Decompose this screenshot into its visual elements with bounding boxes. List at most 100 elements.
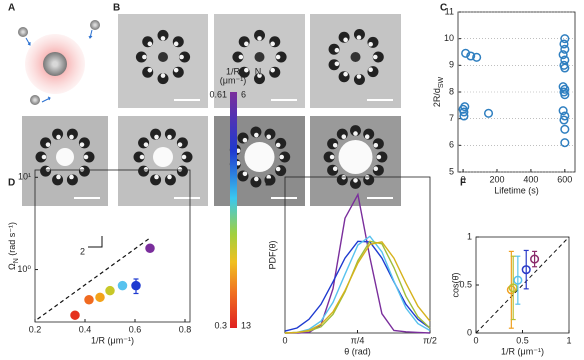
ring-particle <box>232 51 244 63</box>
y-tick-label: 10⁰ <box>17 264 31 274</box>
arrows <box>25 29 93 103</box>
x-tick-label: 200 <box>489 174 504 184</box>
highlight <box>279 154 285 160</box>
highlight <box>177 142 183 147</box>
highlight <box>167 174 172 180</box>
highlight <box>343 71 348 77</box>
colorbar <box>230 92 237 328</box>
ring-particle <box>350 125 361 137</box>
highlight <box>353 178 358 183</box>
colorbar-tick-label: 0.61 <box>209 89 227 99</box>
point <box>105 285 115 296</box>
highlight <box>179 54 184 60</box>
highlight <box>341 134 347 140</box>
point <box>508 283 518 293</box>
panel-label: C <box>440 3 447 14</box>
y-tick-label: 11 <box>445 6 454 16</box>
center-particle <box>43 52 67 76</box>
ring-particle <box>254 29 265 41</box>
highlight <box>69 134 74 140</box>
reference-line <box>475 236 570 334</box>
highlight <box>270 41 275 47</box>
micrographs <box>22 14 401 206</box>
highlight <box>266 134 272 140</box>
x-tick-label: 0.4 <box>79 324 92 334</box>
highlight <box>41 154 47 160</box>
y-tick-label: 0.5 <box>459 279 472 289</box>
y-tick-label: 10¹ <box>18 172 31 182</box>
y-tick-label: 5 <box>449 166 454 176</box>
ring-particle <box>142 66 154 78</box>
x-tick-label: 0 <box>473 335 478 345</box>
highlight <box>242 137 248 143</box>
core <box>244 142 275 172</box>
point <box>558 106 568 116</box>
highlight <box>254 132 259 138</box>
highlight <box>332 166 338 171</box>
point <box>95 292 105 303</box>
y-tick-label: 10 <box>444 33 454 43</box>
annotation: 2 <box>80 246 85 256</box>
highlight <box>257 36 262 41</box>
axis-label: ΩN (rad s⁻¹) <box>7 222 20 270</box>
highlight <box>235 160 241 166</box>
point <box>560 44 570 54</box>
ring-particle <box>35 151 47 163</box>
ring-particle <box>275 51 287 63</box>
highlight <box>275 166 281 172</box>
ring-particle <box>157 29 169 41</box>
ring-particle <box>142 36 154 48</box>
panel-label: F <box>460 178 466 189</box>
ring-particle <box>254 73 265 85</box>
colorbar-tick-label: 13 <box>241 320 251 330</box>
panel-label: A <box>8 3 15 14</box>
schematic <box>18 20 100 105</box>
label-part: N <box>13 258 20 263</box>
ring-particle <box>135 51 147 63</box>
point <box>461 48 471 58</box>
axis-label: cos(θ̄) <box>450 272 460 297</box>
highlight <box>45 142 51 147</box>
highlight <box>373 143 379 148</box>
ring-particle <box>367 36 379 48</box>
highlight <box>147 41 153 47</box>
core <box>350 52 361 62</box>
x-tick-label: 0 <box>461 174 466 184</box>
ring-particle <box>179 51 191 63</box>
highlight <box>238 54 244 60</box>
x-tick-label: 0 <box>282 335 287 345</box>
highlight <box>147 67 153 73</box>
highlight <box>343 37 348 43</box>
highlight <box>332 143 338 148</box>
x-tick-label: 400 <box>523 174 538 184</box>
point <box>459 111 469 121</box>
highlight <box>364 134 370 140</box>
line-series <box>284 235 431 334</box>
highlight <box>154 134 159 140</box>
x-tick-label: 0.8 <box>179 324 192 334</box>
y-tick-label: 0 <box>467 327 472 337</box>
highlight <box>270 67 275 73</box>
ring-particle <box>350 177 361 189</box>
highlight <box>177 167 183 172</box>
particle <box>90 20 100 30</box>
axis-label: 1/R (μm⁻¹) <box>91 335 134 345</box>
particle <box>18 27 28 37</box>
point <box>560 138 570 148</box>
highlight <box>254 176 259 182</box>
point <box>560 90 570 100</box>
colorbar-tick-label: 6 <box>241 89 246 99</box>
panel-label: D <box>8 178 15 189</box>
highlight <box>79 167 85 172</box>
highlight <box>154 174 159 180</box>
point <box>506 285 516 295</box>
panel-label: B <box>113 3 120 14</box>
point <box>521 265 531 275</box>
x-tick-label: 0.6 <box>129 324 142 334</box>
ring-particle <box>181 151 193 163</box>
axis-label: 2R/dSW <box>432 76 445 107</box>
point <box>560 111 570 121</box>
highlight <box>173 67 179 73</box>
axes-frame <box>34 169 191 323</box>
ring-particle <box>279 151 291 163</box>
